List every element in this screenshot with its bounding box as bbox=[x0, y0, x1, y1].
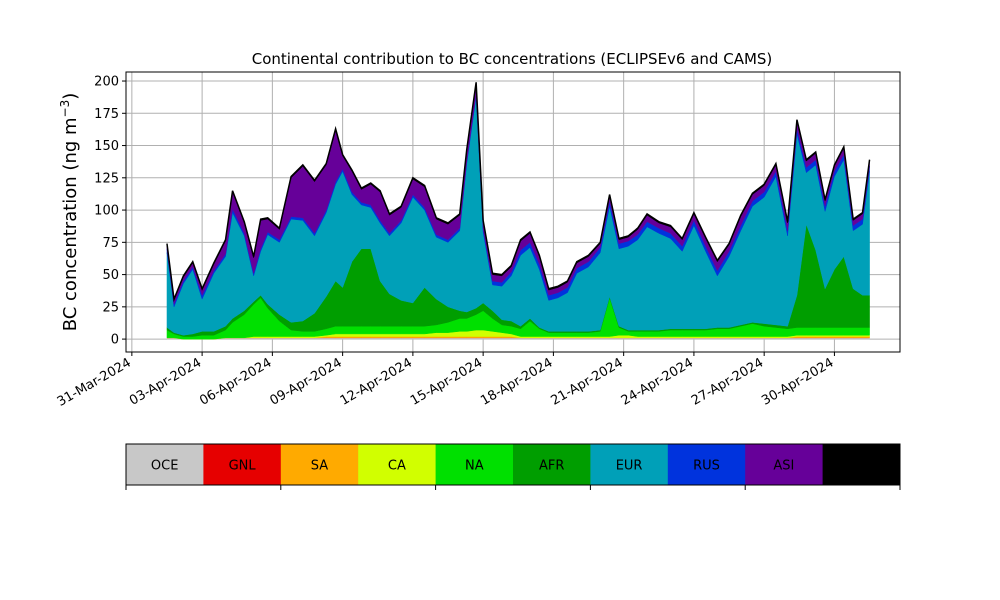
colorbar-label-oce: OCE bbox=[151, 459, 179, 474]
colorbar-label-sa: SA bbox=[311, 459, 328, 474]
x-tick-label: 30-Apr-2024 bbox=[759, 355, 836, 408]
colorbar-swatch-sa bbox=[280, 444, 359, 485]
y-axis-label-close: ) bbox=[60, 93, 81, 100]
colorbar-swatch-oce bbox=[126, 444, 204, 485]
colorbar-swatch-eur bbox=[590, 444, 669, 485]
colorbar-swatch-asi bbox=[745, 444, 824, 485]
y-axis-label-main: BC concentration (ng m bbox=[60, 117, 81, 331]
x-tick-label: 24-Apr-2024 bbox=[619, 355, 696, 408]
x-tick-label: 31-Mar-2024 bbox=[55, 355, 134, 409]
colorbar-label-ca: CA bbox=[388, 459, 406, 474]
stacked-areas bbox=[166, 82, 871, 340]
x-tick-label: 18-Apr-2024 bbox=[478, 355, 555, 408]
y-tick-label: 25 bbox=[102, 300, 119, 315]
y-tick-label: 200 bbox=[94, 75, 119, 90]
y-axis-label: BC concentration (ng m−3) bbox=[58, 93, 81, 332]
colorbar-frame bbox=[125, 443, 901, 486]
plot-frame bbox=[125, 71, 901, 353]
x-axis-ticks: 31-Mar-202403-Apr-202406-Apr-202409-Apr-… bbox=[55, 352, 836, 410]
colorbar-swatch-gnl bbox=[203, 444, 282, 485]
y-tick-label: 0 bbox=[111, 333, 119, 348]
colorbar-swatch-afr bbox=[513, 444, 591, 485]
y-tick-label: 50 bbox=[102, 268, 119, 283]
x-tick-label: 09-Apr-2024 bbox=[268, 355, 345, 408]
axes bbox=[125, 71, 901, 353]
x-tick-label: 12-Apr-2024 bbox=[338, 355, 415, 408]
colorbar-label-eur: EUR bbox=[616, 459, 643, 474]
y-tick-label: 150 bbox=[94, 139, 119, 154]
total-line bbox=[166, 82, 871, 303]
y-tick-label: 100 bbox=[94, 204, 119, 219]
y-axis-ticks: 0 25 50 75 100 125 150 175 200 bbox=[94, 75, 126, 348]
colorbar-swatch-ca bbox=[358, 444, 437, 485]
colorbar-label-asi: ASI bbox=[773, 459, 794, 474]
colorbar-swatch-na bbox=[435, 444, 514, 485]
colorbar-legend: OCE GNL SA CA NA AFR EUR RUS ASI AUS bbox=[125, 443, 901, 490]
colorbar-label-na: NA bbox=[465, 459, 484, 474]
y-tick-label: 175 bbox=[94, 107, 119, 122]
colorbar-label-gnl: GNL bbox=[229, 459, 257, 474]
colorbar-label-aus: AUS bbox=[848, 459, 875, 474]
y-tick-label: 75 bbox=[102, 236, 119, 251]
x-tick-label: 06-Apr-2024 bbox=[197, 355, 274, 408]
colorbar-swatch-aus bbox=[822, 444, 901, 485]
x-tick-label: 21-Apr-2024 bbox=[549, 355, 626, 408]
y-axis-label-exponent: −3 bbox=[58, 100, 72, 118]
colorbar-label-afr: AFR bbox=[539, 459, 564, 474]
chart-title: Continental contribution to BC concentra… bbox=[252, 50, 773, 68]
x-tick-label: 27-Apr-2024 bbox=[689, 355, 766, 408]
colorbar-swatch-rus bbox=[667, 444, 746, 485]
x-tick-label: 03-Apr-2024 bbox=[127, 355, 204, 408]
x-tick-label: 15-Apr-2024 bbox=[408, 355, 485, 408]
colorbar-label-rus: RUS bbox=[693, 459, 720, 474]
y-tick-label: 125 bbox=[94, 171, 119, 186]
